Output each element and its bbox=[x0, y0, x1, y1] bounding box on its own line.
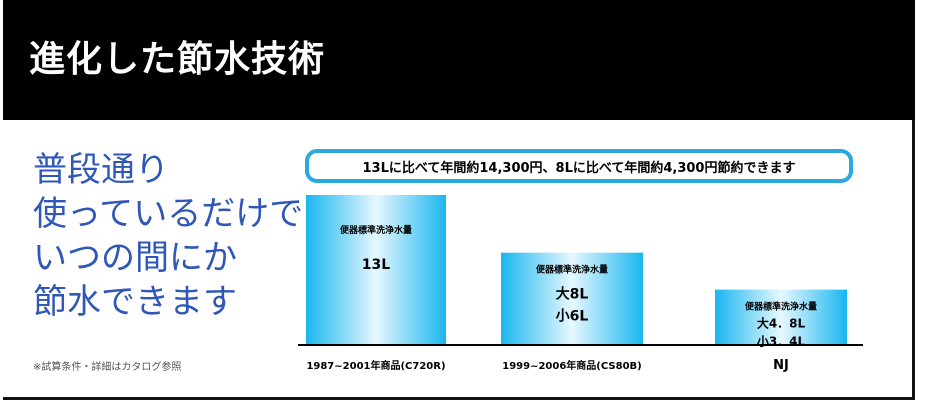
bar-caption: 便器標準洗浄水量 bbox=[340, 224, 412, 236]
bar-value-label: 13L bbox=[362, 257, 390, 273]
category-label: NJ bbox=[773, 358, 789, 373]
bar bbox=[306, 195, 446, 345]
savings-callout-text: 13Lに比べて年間約14,300円、8Lに比べて年間約4,300円節約できます bbox=[362, 160, 796, 176]
bar-caption: 便器標準洗浄水量 bbox=[745, 301, 817, 313]
tagline-line: 節水できます bbox=[33, 282, 237, 322]
category-label: 1987~2001年商品(C720R) bbox=[306, 359, 445, 372]
slide: 進化した節水技術 普段通り 使っているだけで いつの間にか 節水できます ※試算… bbox=[3, 0, 915, 400]
category-label: 1999~2006年商品(CS80B) bbox=[502, 359, 641, 372]
bar-value-label: 小3．4L bbox=[757, 334, 806, 349]
header-bar: 進化した節水技術 bbox=[3, 0, 915, 120]
savings-callout: 13Lに比べて年間約14,300円、8Lに比べて年間約4,300円節約できます bbox=[305, 149, 853, 183]
page-title: 進化した節水技術 bbox=[29, 39, 326, 80]
tagline-line: いつの間にか bbox=[33, 238, 237, 278]
bar-value-label: 大8L bbox=[556, 286, 589, 303]
bar-value-label: 大4．8L bbox=[757, 316, 806, 331]
tagline: 普段通り 使っているだけで いつの間にか 節水できます bbox=[33, 148, 304, 324]
bar-caption: 便器標準洗浄水量 bbox=[536, 264, 608, 276]
footnote: ※試算条件・詳細はカタログ参照 bbox=[33, 362, 182, 373]
bar bbox=[715, 289, 847, 345]
tagline-line: 使っているだけで bbox=[33, 194, 304, 234]
tagline-line: 普段通り bbox=[33, 150, 169, 190]
bar-value-label: 小6L bbox=[556, 309, 589, 325]
bar bbox=[501, 252, 643, 345]
